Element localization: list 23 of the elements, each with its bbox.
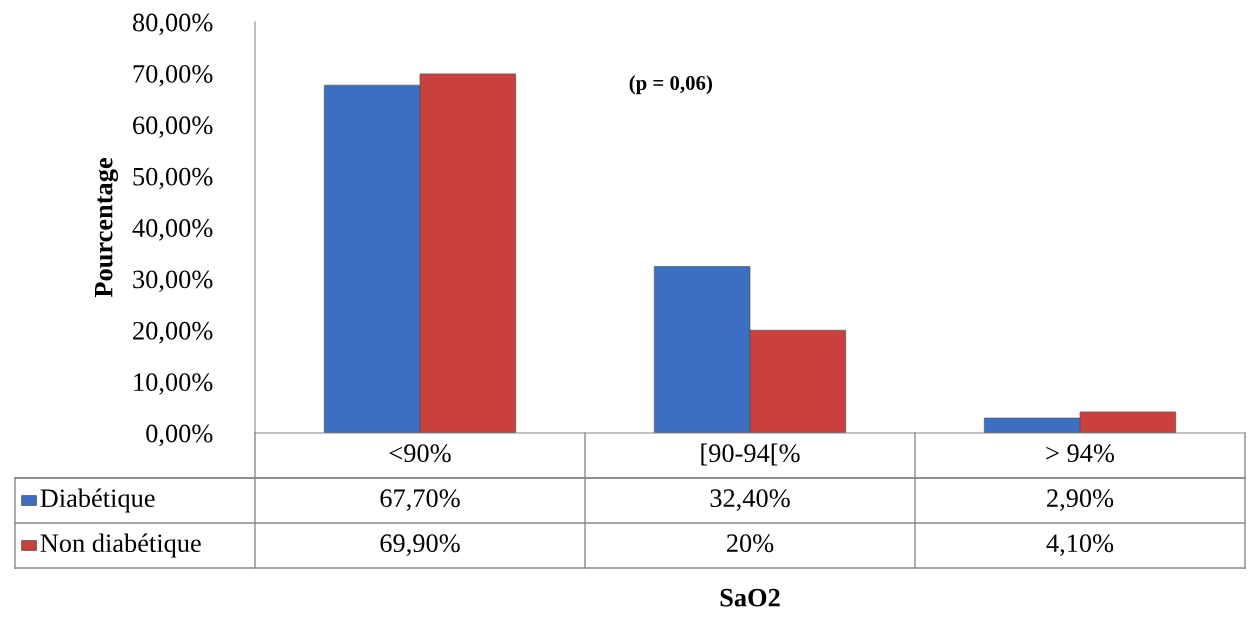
data-label: 4,10%: [1046, 534, 1114, 556]
y-tick-label: 20,00%: [133, 321, 213, 344]
y-tick-label: 10,00%: [134, 373, 213, 395]
y-tick-label: 50,00%: [133, 167, 213, 190]
y-tick-label: 60,00%: [133, 116, 213, 138]
data-label: 69,90%: [380, 534, 460, 556]
data-label: 20%: [726, 534, 774, 553]
y-tick-label: 80,00%: [132, 13, 213, 36]
y-axis-title: Pourcentage: [94, 158, 119, 298]
x-tick-label: <90%: [389, 444, 451, 463]
y-tick-label: 0,00%: [146, 424, 213, 447]
x-tick-label: [90-94[%: [701, 443, 800, 466]
y-tick-label: 70,00%: [133, 64, 213, 87]
data-label: 32,40%: [710, 489, 790, 511]
data-label: 2,90%: [1047, 489, 1114, 511]
x-axis-title: SaO2: [720, 588, 780, 607]
legend-label: Non diabétique: [40, 533, 201, 558]
legend-label: Diabétique: [40, 488, 155, 513]
x-tick-label: > 94%: [1046, 444, 1115, 463]
y-tick-label: 30,00%: [133, 270, 213, 293]
y-tick-label: 40,00%: [132, 219, 213, 241]
annotation: (p = 0,06): [629, 75, 712, 95]
data-label: 67,70%: [380, 489, 460, 511]
